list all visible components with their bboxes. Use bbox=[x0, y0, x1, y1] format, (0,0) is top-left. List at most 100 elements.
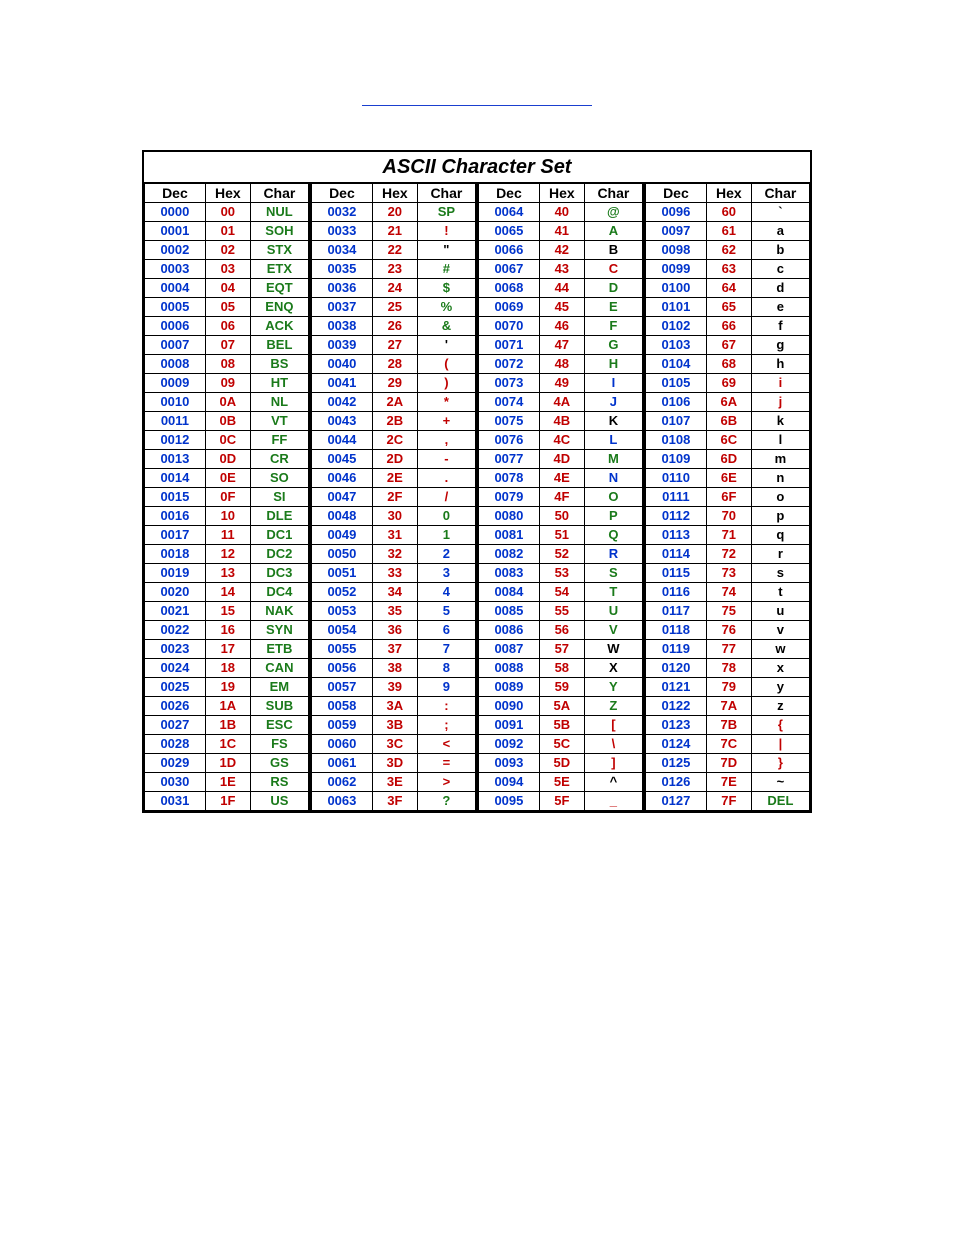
hex-cell: 24 bbox=[372, 279, 417, 298]
char-cell: ! bbox=[417, 222, 475, 241]
table-row: 000101SOH bbox=[145, 222, 309, 241]
dec-cell: 0103 bbox=[646, 336, 707, 355]
char-cell: c bbox=[751, 260, 809, 279]
hex-cell: 3B bbox=[372, 716, 417, 735]
header-cell: Hex bbox=[706, 184, 751, 203]
table-row: 008252R bbox=[479, 545, 643, 564]
table-row: 011674t bbox=[646, 583, 810, 602]
hex-cell: 67 bbox=[706, 336, 751, 355]
char-cell: 2 bbox=[417, 545, 475, 564]
char-cell: j bbox=[751, 393, 809, 412]
table-row: 008151Q bbox=[479, 526, 643, 545]
char-cell: FF bbox=[250, 431, 308, 450]
hex-cell: 6A bbox=[706, 393, 751, 412]
table-row: 00613D= bbox=[312, 754, 476, 773]
ascii-subtable: DecHexChar000000NUL000101SOH000202STX000… bbox=[144, 183, 309, 811]
table-row: 002519EM bbox=[145, 678, 309, 697]
ascii-subtable: DecHexChar003220SP003321!003422"003523#0… bbox=[311, 183, 476, 811]
hex-cell: 54 bbox=[539, 583, 584, 602]
dec-cell: 0118 bbox=[646, 621, 707, 640]
hex-cell: 57 bbox=[539, 640, 584, 659]
dec-cell: 0034 bbox=[312, 241, 373, 260]
char-cell: 9 bbox=[417, 678, 475, 697]
char-cell: M bbox=[584, 450, 642, 469]
header-row: DecHexChar bbox=[479, 184, 643, 203]
table-row: 00311FUS bbox=[145, 792, 309, 811]
table-row: 003725% bbox=[312, 298, 476, 317]
char-cell: STX bbox=[250, 241, 308, 260]
table-row: 000808BS bbox=[145, 355, 309, 374]
hex-cell: 5A bbox=[539, 697, 584, 716]
char-cell: p bbox=[751, 507, 809, 526]
hex-cell: 35 bbox=[372, 602, 417, 621]
hex-cell: 61 bbox=[706, 222, 751, 241]
dec-cell: 0100 bbox=[646, 279, 707, 298]
dec-cell: 0117 bbox=[646, 602, 707, 621]
hex-cell: 4A bbox=[539, 393, 584, 412]
table-row: 008757W bbox=[479, 640, 643, 659]
char-cell: B bbox=[584, 241, 642, 260]
dec-cell: 0008 bbox=[145, 355, 206, 374]
hex-cell: 72 bbox=[706, 545, 751, 564]
table-row: 00422A* bbox=[312, 393, 476, 412]
dec-cell: 0005 bbox=[145, 298, 206, 317]
table-row: 00472F/ bbox=[312, 488, 476, 507]
hex-cell: 2D bbox=[372, 450, 417, 469]
dec-cell: 0056 bbox=[312, 659, 373, 678]
table-row: 006440@ bbox=[479, 203, 643, 222]
char-cell: , bbox=[417, 431, 475, 450]
char-cell: 3 bbox=[417, 564, 475, 583]
hex-cell: 15 bbox=[205, 602, 250, 621]
char-cell: z bbox=[751, 697, 809, 716]
hex-cell: 63 bbox=[706, 260, 751, 279]
char-cell: GS bbox=[250, 754, 308, 773]
table-row: 003624$ bbox=[312, 279, 476, 298]
header-row: DecHexChar bbox=[646, 184, 810, 203]
dec-cell: 0036 bbox=[312, 279, 373, 298]
dec-cell: 0078 bbox=[479, 469, 540, 488]
table-row: 008959Y bbox=[479, 678, 643, 697]
char-cell: G bbox=[584, 336, 642, 355]
char-cell: SO bbox=[250, 469, 308, 488]
dec-cell: 0097 bbox=[646, 222, 707, 241]
char-cell: | bbox=[751, 735, 809, 754]
char-cell: RS bbox=[250, 773, 308, 792]
dec-cell: 0057 bbox=[312, 678, 373, 697]
dec-cell: 0035 bbox=[312, 260, 373, 279]
dec-cell: 0015 bbox=[145, 488, 206, 507]
char-cell: V bbox=[584, 621, 642, 640]
hex-cell: 6E bbox=[706, 469, 751, 488]
table-row: 000404EQT bbox=[145, 279, 309, 298]
hex-cell: 4C bbox=[539, 431, 584, 450]
dec-cell: 0014 bbox=[145, 469, 206, 488]
table-row: 001711DC1 bbox=[145, 526, 309, 545]
hex-cell: 1B bbox=[205, 716, 250, 735]
char-cell: u bbox=[751, 602, 809, 621]
table-row: 0055377 bbox=[312, 640, 476, 659]
table-row: 01257D} bbox=[646, 754, 810, 773]
char-cell: ' bbox=[417, 336, 475, 355]
char-cell: w bbox=[751, 640, 809, 659]
dec-cell: 0102 bbox=[646, 317, 707, 336]
dec-cell: 0027 bbox=[145, 716, 206, 735]
header-cell: Hex bbox=[205, 184, 250, 203]
char-cell: d bbox=[751, 279, 809, 298]
dec-cell: 0074 bbox=[479, 393, 540, 412]
dec-cell: 0084 bbox=[479, 583, 540, 602]
hex-cell: 4B bbox=[539, 412, 584, 431]
char-cell: e bbox=[751, 298, 809, 317]
char-cell: ETX bbox=[250, 260, 308, 279]
table-row: 008454T bbox=[479, 583, 643, 602]
table-row: 002216SYN bbox=[145, 621, 309, 640]
char-cell: J bbox=[584, 393, 642, 412]
dec-cell: 0104 bbox=[646, 355, 707, 374]
table-row: 01267E~ bbox=[646, 773, 810, 792]
table-row: 003321! bbox=[312, 222, 476, 241]
dec-cell: 0047 bbox=[312, 488, 373, 507]
table-row: 00955F_ bbox=[479, 792, 643, 811]
dec-cell: 0016 bbox=[145, 507, 206, 526]
char-cell: EQT bbox=[250, 279, 308, 298]
table-row: 010165e bbox=[646, 298, 810, 317]
dec-cell: 0101 bbox=[646, 298, 707, 317]
char-cell: I bbox=[584, 374, 642, 393]
